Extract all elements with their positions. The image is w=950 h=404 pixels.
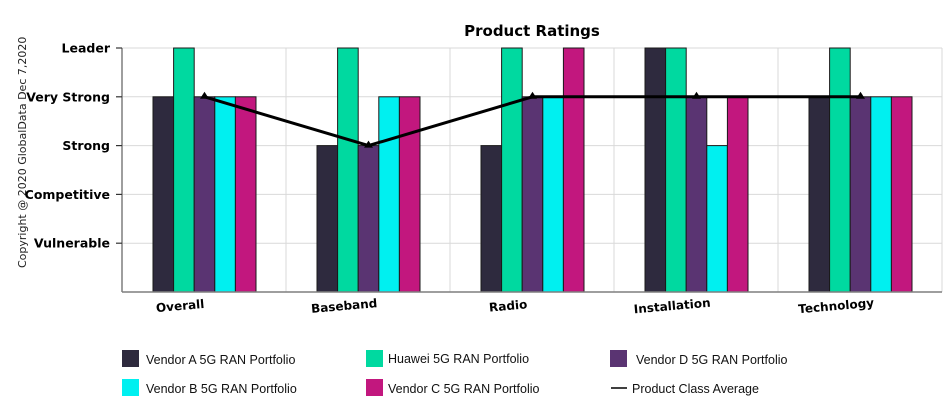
legend-label: Vendor A 5G RAN Portfolio <box>146 353 295 367</box>
average-line-layer <box>200 91 865 148</box>
x-tick-label: Overall <box>155 297 204 315</box>
y-tick-label: Strong <box>62 138 110 153</box>
legend-item: Vendor B 5G RAN Portfolio <box>122 379 297 396</box>
bar <box>234 96 257 293</box>
x-tick-label: Radio <box>488 297 527 314</box>
y-tick-label: Leader <box>62 41 111 56</box>
average-marker <box>856 91 865 99</box>
y-tick-label: Very Strong <box>26 89 110 104</box>
bar <box>644 47 667 293</box>
bar <box>849 96 872 293</box>
legend-swatch <box>366 379 383 396</box>
legend-label: Huawei 5G RAN Portfolio <box>388 352 529 366</box>
bar <box>193 96 216 293</box>
legend-item: Huawei 5G RAN Portfolio <box>366 350 529 367</box>
legend-label: Vendor B 5G RAN Portfolio <box>146 382 297 396</box>
bar <box>870 96 892 293</box>
y-tick-label: Competitive <box>25 187 110 202</box>
x-tick-labels: Overall Baseband Radio Installation Technolo… <box>155 296 874 317</box>
legend-label: Vendor D 5G RAN Portfolio <box>636 353 788 367</box>
bar <box>152 96 175 293</box>
bar <box>214 96 236 293</box>
bar <box>829 47 851 293</box>
legend-item: Vendor A 5G RAN Portfolio <box>122 350 295 367</box>
copyright-text: Copyright @ 2020 GlobalData Dec 7,2020 <box>16 37 29 268</box>
axis-layer <box>116 47 942 293</box>
y-tick-label: Vulnerable <box>34 236 110 251</box>
bar <box>173 47 195 293</box>
bar <box>480 145 503 293</box>
legend: Vendor A 5G RAN Portfolio Huawei 5G RAN P… <box>122 350 788 396</box>
x-tick-label: Technology <box>798 296 875 317</box>
legend-label: Product Class Average <box>632 382 759 396</box>
chart-title: Product Ratings <box>464 22 600 40</box>
x-tick-label: Installation <box>633 296 711 317</box>
bar <box>357 145 380 293</box>
bar <box>398 96 421 293</box>
average-marker <box>364 140 373 148</box>
bar <box>501 47 523 293</box>
bar <box>706 145 728 293</box>
bar-layer <box>152 47 913 293</box>
legend-swatch <box>122 350 139 367</box>
legend-swatch <box>366 350 383 367</box>
y-tick-labels: Vulnerable Competitive Strong Very Strong Le… <box>25 41 111 251</box>
legend-swatch <box>122 379 139 396</box>
x-tick-label: Baseband <box>310 296 377 316</box>
bar <box>726 96 749 293</box>
bar <box>665 47 687 293</box>
legend-swatch <box>610 350 627 367</box>
bar <box>890 96 913 293</box>
bar <box>378 96 400 293</box>
legend-label: Vendor C 5G RAN Portfolio <box>388 382 540 396</box>
bar <box>808 96 831 293</box>
average-marker <box>692 91 701 99</box>
average-marker <box>528 91 537 99</box>
bar <box>316 145 339 293</box>
bar <box>521 96 544 293</box>
bar <box>685 96 708 293</box>
legend-item: Vendor D 5G RAN Portfolio <box>610 350 788 367</box>
legend-item: Vendor C 5G RAN Portfolio <box>366 379 540 396</box>
bar <box>337 47 359 293</box>
bar <box>542 96 564 293</box>
legend-item-average: Product Class Average <box>611 382 759 396</box>
average-marker <box>200 91 209 99</box>
bar <box>562 47 585 293</box>
